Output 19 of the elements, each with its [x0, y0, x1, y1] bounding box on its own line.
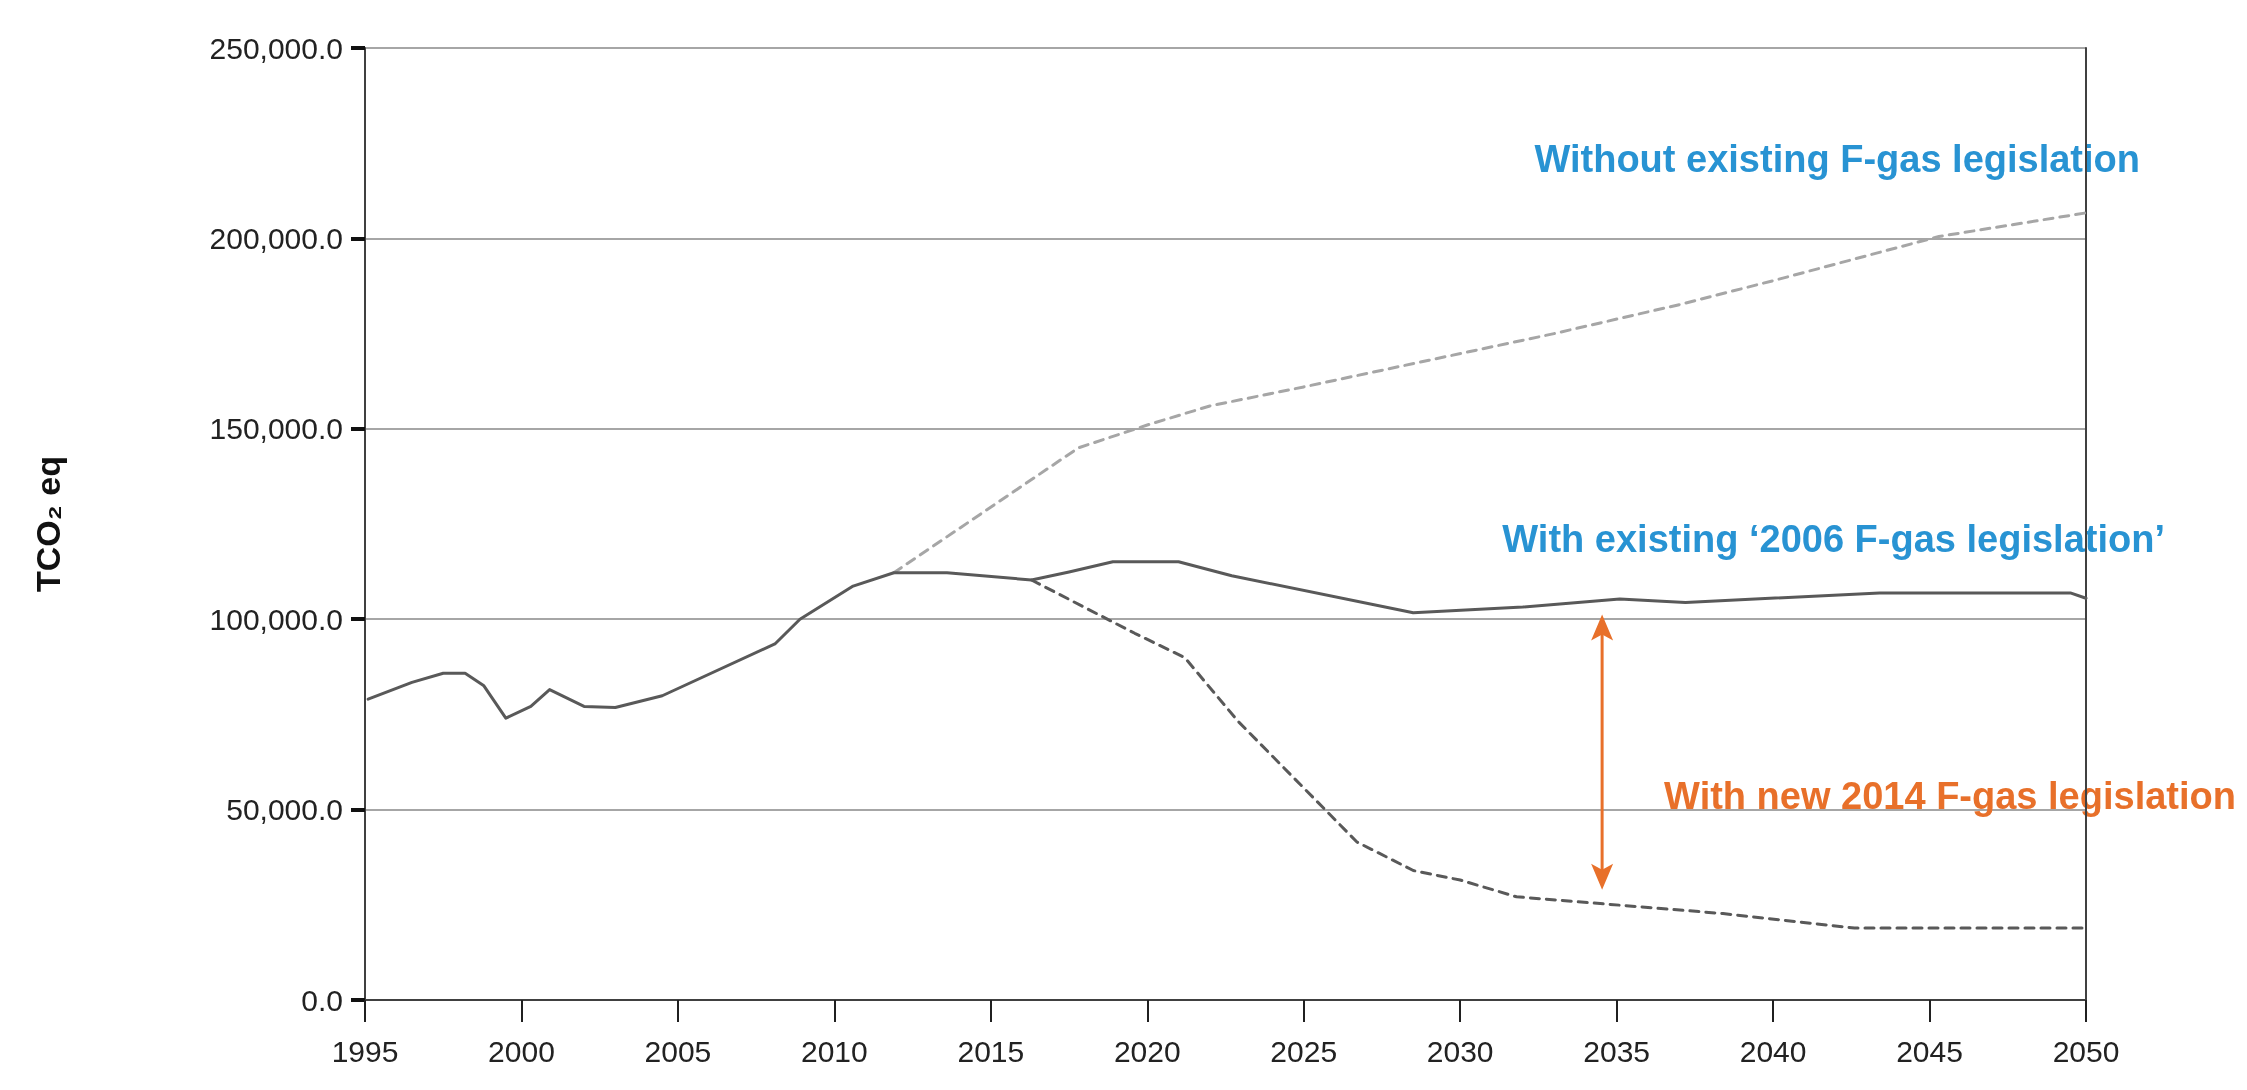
x-tick-label: 2045: [1896, 1034, 1963, 1068]
x-tick-label: 2005: [644, 1034, 712, 1068]
y-axis-title: TCO₂ eq: [29, 456, 67, 592]
x-tick-label: 2015: [957, 1034, 1025, 1068]
x-tick-label: 2000: [488, 1034, 555, 1068]
x-tick-label: 2020: [1113, 1034, 1181, 1068]
x-tick-label: 2040: [1739, 1034, 1807, 1068]
x-tick-label: 2010: [800, 1034, 868, 1068]
x-tick-label: 2050: [2052, 1034, 2120, 1068]
y-tick-label: 100,000.0: [209, 602, 343, 636]
x-tick-label: 2035: [1583, 1034, 1651, 1068]
x-tick-label: 2030: [1426, 1034, 1494, 1068]
x-tick-label: 1995: [331, 1034, 399, 1068]
y-tick-label: 50,000.0: [226, 793, 343, 827]
y-tick-label: 200,000.0: [209, 221, 343, 255]
y-tick-label: 0.0: [301, 983, 343, 1017]
y-tick-label: 150,000.0: [209, 412, 343, 446]
y-tick-label: 250,000.0: [209, 31, 343, 65]
x-tick-label: 2025: [1270, 1034, 1338, 1068]
